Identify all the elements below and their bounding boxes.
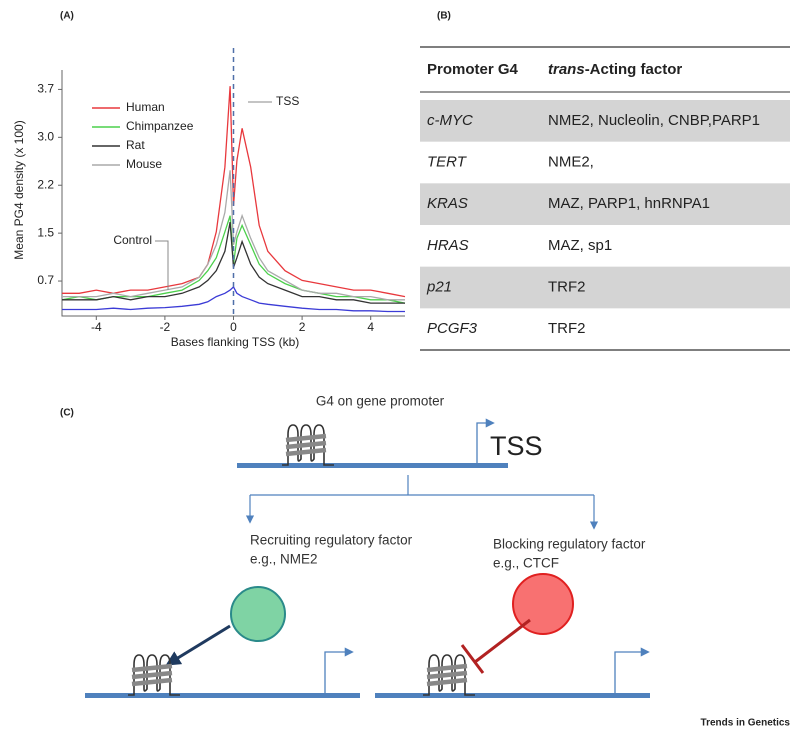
x-tick-label: 4 [367, 320, 374, 334]
axis [61, 70, 405, 317]
table-cell: TERT [427, 153, 468, 170]
table-cell: HRAS [427, 237, 469, 254]
table-cell: TRF2 [548, 320, 586, 337]
x-tick-label: -4 [91, 320, 102, 334]
table-header-part: trans [548, 61, 585, 78]
tss-arrow [324, 647, 354, 693]
x-tick-label: 0 [230, 320, 237, 334]
table-header: trans-Acting factor [548, 61, 682, 78]
x-axis-label: Bases flanking TSS (kb) [171, 335, 300, 349]
factor [230, 586, 286, 642]
y-axis-label: Mean PG4 density (x 100) [12, 120, 26, 259]
panel-label: (B) [437, 11, 451, 22]
diagram-label: e.g., NME2 [250, 552, 318, 567]
table-cell: NME2, [548, 153, 594, 170]
annotation: TSS [276, 94, 299, 108]
table-row-shade [420, 183, 790, 225]
table-cell: c-MYC [427, 112, 473, 129]
legend-label: Rat [126, 138, 145, 152]
table-cell: PCGF3 [427, 320, 478, 337]
table-header-part: -Acting factor [585, 61, 683, 78]
y-tick-label: 3.0 [37, 129, 54, 143]
table-cell: TRF2 [548, 278, 586, 295]
table-cell: MAZ, sp1 [548, 237, 612, 254]
tss-label: TSS [490, 431, 543, 461]
legend-label: Human [126, 100, 165, 114]
y-tick-label: 0.7 [37, 273, 54, 287]
dna [85, 693, 360, 698]
diagram-label: Recruiting regulatory factor [250, 533, 413, 548]
g4-structure [423, 655, 475, 695]
table: Promoter G4 trans-Acting factor c-MYC NME2,… [420, 46, 790, 351]
y-tick-label: 3.7 [37, 82, 54, 96]
dna [237, 463, 508, 468]
credit: Trends in Genetics [701, 718, 791, 729]
panel-label: (C) [60, 408, 74, 419]
table-cell: NME2, Nucleolin, CNBP,PARP1 [548, 112, 760, 129]
factor [512, 573, 574, 635]
table-row-shade [420, 266, 790, 309]
table-cell: p21 [426, 278, 452, 295]
table-cell: MAZ, PARP1, hnRNPA1 [548, 195, 710, 212]
g4-structure [282, 425, 334, 465]
diagram-label: G4 on gene promoter [316, 394, 445, 409]
recruit-arrow [165, 624, 231, 666]
panel-label: (A) [60, 11, 74, 22]
tss-arrow [476, 418, 495, 463]
legend-label: Mouse [126, 157, 162, 171]
block-symbol [460, 618, 531, 674]
dna [375, 693, 650, 698]
table-row-shade [420, 100, 790, 142]
line-chart: 0.7 1.5 2.2 3.0 3.7 -4 -2 0 2 4 Human Chimpanzee Rat… [37, 48, 406, 334]
x-tick-label: -2 [160, 320, 171, 334]
diagram-label: e.g., CTCF [493, 556, 559, 571]
y-tick-label: 2.2 [37, 177, 54, 191]
x-tick-label: 2 [299, 320, 306, 334]
table-cell: KRAS [427, 195, 468, 212]
legend-label: Chimpanzee [126, 119, 194, 133]
tss-arrow [614, 647, 650, 693]
y-tick-label: 1.5 [37, 225, 54, 239]
table-header: Promoter G4 [427, 61, 519, 78]
annotation-leader [155, 240, 169, 290]
annotation: Control [113, 233, 152, 247]
series-line [62, 170, 405, 301]
diagram-label: Blocking regulatory factor [493, 537, 646, 552]
branch [250, 475, 594, 496]
